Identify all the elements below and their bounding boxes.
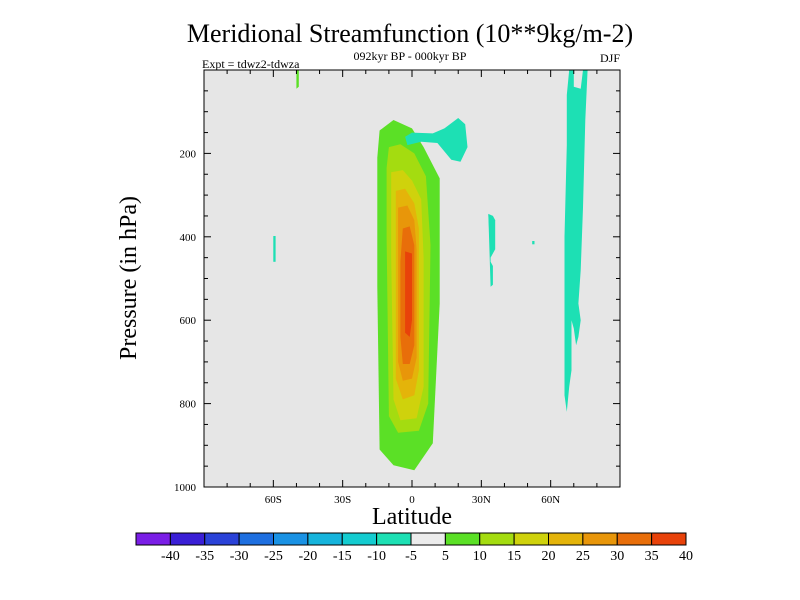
- x-axis-ticks: 60S 30S 0 30N 60N: [226, 70, 598, 506]
- colorbar-label: 30: [610, 549, 624, 564]
- y-tick-label: 1000: [174, 482, 197, 494]
- colorbar-label: 15: [507, 549, 521, 564]
- y-tick-label: 600: [180, 315, 197, 327]
- colorbar-box: [307, 532, 343, 546]
- y-axis-ticks: 200 400 600 800 1000: [174, 90, 620, 494]
- colorbar-box: [651, 532, 687, 546]
- colorbar-box: [513, 532, 549, 546]
- chart-subtitle-left: Expt = tdwz2-tdwza: [202, 57, 300, 71]
- colorbar-label: 20: [542, 549, 556, 564]
- colorbar-box: [169, 532, 206, 546]
- y-tick-label: 400: [180, 232, 197, 244]
- colorbar-label: -35: [195, 549, 214, 564]
- x-tick-label: 30N: [472, 494, 491, 506]
- colorbar-label: -30: [230, 549, 249, 564]
- colorbar: -40 -35 -30 -25 -20 -15 -10 -5 5 10 15 20 25 30 35 40: [135, 532, 693, 564]
- chart-subtitle-center: 092kyr BP - 000kyr BP: [354, 49, 467, 63]
- colorbar-label: 35: [645, 549, 659, 564]
- colorbar-box: [548, 532, 584, 546]
- colorbar-box: [341, 532, 378, 546]
- negative_patch-5: [532, 241, 535, 245]
- colorbar-label: 40: [679, 549, 693, 564]
- positive_patch-7: [296, 70, 299, 89]
- x-axis-label: Latitude: [372, 504, 452, 530]
- x-tick-label: 30S: [334, 494, 351, 506]
- negative_patch-1: [405, 118, 468, 162]
- x-tick-label: 60N: [541, 494, 560, 506]
- x-tick-label: 0: [409, 494, 415, 506]
- colorbar-box: [410, 532, 446, 546]
- colorbar-label: -10: [367, 549, 386, 564]
- colorbar-box: [204, 532, 240, 546]
- negative_patch-4: [273, 236, 276, 262]
- colorbar-label: -40: [161, 549, 180, 564]
- contour-fills: [273, 70, 588, 471]
- chart-subtitle-right: DJF: [600, 51, 620, 65]
- y-axis-label: Pressure (in hPa): [116, 196, 142, 360]
- colorbar-box: [616, 532, 653, 546]
- y-tick-label: 800: [180, 399, 197, 411]
- colorbar-label: 5: [442, 549, 449, 564]
- x-tick-label: 60S: [265, 494, 282, 506]
- colorbar-label: -25: [264, 549, 283, 564]
- colorbar-box: [582, 532, 618, 546]
- colorbar-label: -5: [405, 549, 417, 564]
- colorbar-label: -20: [299, 549, 318, 564]
- contour-shell-35: [405, 251, 412, 337]
- colorbar-box: [479, 532, 515, 546]
- colorbar-box: [444, 532, 481, 546]
- negative_strip-6: [564, 70, 588, 412]
- colorbar-box: [238, 532, 274, 546]
- chart-title: Meridional Streamfunction (10**9kg/m-2): [187, 19, 633, 48]
- colorbar-label: -15: [333, 549, 352, 564]
- y-tick-label: 200: [180, 148, 197, 160]
- colorbar-label: 25: [576, 549, 590, 564]
- colorbar-box: [376, 532, 412, 546]
- colorbar-box: [135, 532, 171, 546]
- negative_patch-3: [488, 213, 496, 258]
- colorbar-box: [273, 532, 309, 546]
- colorbar-label: 10: [473, 549, 487, 564]
